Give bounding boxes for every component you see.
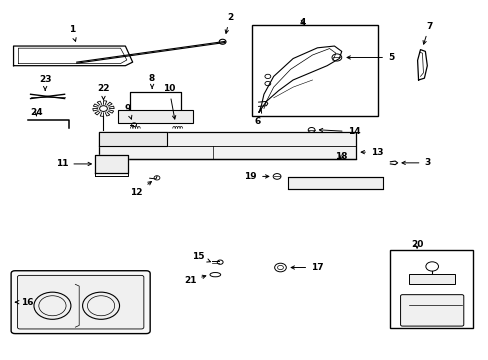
- FancyBboxPatch shape: [400, 295, 463, 326]
- Text: 11: 11: [56, 159, 91, 168]
- FancyBboxPatch shape: [18, 275, 143, 329]
- Text: 2: 2: [224, 13, 233, 33]
- Text: 22: 22: [97, 84, 109, 100]
- Text: 5: 5: [346, 53, 393, 62]
- Text: 14: 14: [319, 127, 360, 136]
- Text: 4: 4: [299, 18, 305, 27]
- Bar: [408, 274, 454, 284]
- Text: 16: 16: [16, 298, 34, 307]
- Polygon shape: [95, 155, 127, 173]
- Text: 12: 12: [130, 181, 151, 197]
- Bar: [287, 177, 382, 189]
- Text: 15: 15: [192, 252, 210, 262]
- Text: 3: 3: [401, 158, 430, 167]
- Text: 7: 7: [422, 22, 431, 44]
- FancyBboxPatch shape: [11, 271, 150, 334]
- Text: 20: 20: [410, 240, 423, 249]
- Text: 24: 24: [30, 108, 42, 117]
- Text: 10: 10: [163, 84, 175, 119]
- Text: 23: 23: [39, 76, 51, 90]
- Bar: [389, 249, 472, 328]
- Text: 1: 1: [69, 26, 76, 41]
- Text: 18: 18: [335, 152, 347, 161]
- Text: 21: 21: [183, 275, 205, 285]
- Text: 8: 8: [149, 74, 155, 88]
- Text: 9: 9: [124, 104, 132, 119]
- Text: 19: 19: [244, 172, 268, 181]
- Bar: [251, 24, 377, 116]
- Bar: [118, 111, 193, 123]
- Polygon shape: [99, 132, 166, 146]
- Text: 17: 17: [290, 263, 323, 272]
- Polygon shape: [99, 132, 356, 158]
- Text: 13: 13: [361, 148, 383, 157]
- Text: 6: 6: [253, 109, 261, 126]
